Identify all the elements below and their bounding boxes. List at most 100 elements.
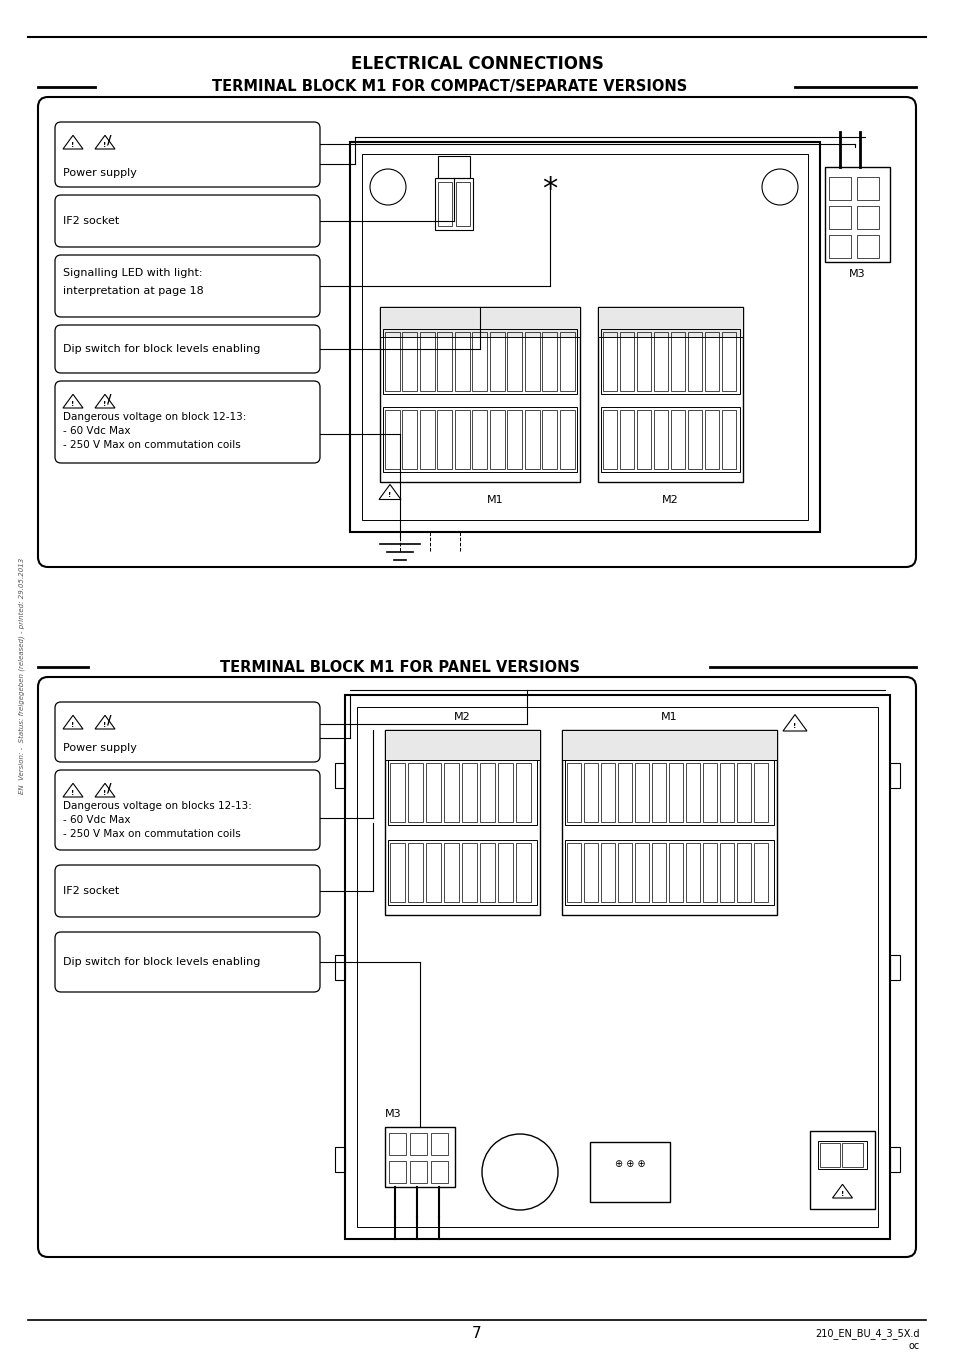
Bar [408,763,422,822]
Text: 7: 7 [472,1326,481,1341]
Text: - 60 Vdc Max: - 60 Vdc Max [63,815,131,825]
Text: !: ! [103,142,107,147]
Text: !: ! [71,722,74,727]
Bar [687,410,701,469]
Bar [524,333,539,391]
Bar [702,844,717,902]
Text: Dip switch for block levels enabling: Dip switch for block levels enabling [63,957,260,967]
Text: Dangerous voltage on block 12-13:: Dangerous voltage on block 12-13: [63,412,246,422]
Bar [437,155,470,178]
Bar [435,178,473,230]
Text: !: ! [840,1191,843,1197]
Text: IF2 socket: IF2 socket [63,216,119,226]
Bar [419,333,435,391]
Bar [390,763,405,822]
Bar [335,763,345,787]
Bar [379,307,579,483]
Bar [350,142,820,531]
Text: /: / [107,134,112,146]
Bar [385,730,539,915]
Bar [753,844,767,902]
Bar [410,1133,427,1155]
Text: - 250 V Max on commutation coils: - 250 V Max on commutation coils [63,439,240,450]
Bar [385,730,539,760]
Bar [390,844,405,902]
Text: !: ! [71,142,74,147]
Bar [637,333,650,391]
Bar [600,844,615,902]
Bar [490,410,504,469]
Text: M1: M1 [486,495,503,506]
Bar [356,707,877,1228]
Text: EN  Version: -  Status: freigegeben (released) - printed: 29.05.2013: EN Version: - Status: freigegeben (relea… [19,558,26,794]
Bar [419,410,435,469]
Bar [408,844,422,902]
Bar [461,844,476,902]
Bar [828,206,850,228]
Text: /: / [107,392,112,406]
Bar [437,410,452,469]
Bar [402,333,417,391]
Bar [889,763,899,787]
Bar [637,410,650,469]
Bar [702,763,717,822]
Text: !: ! [388,492,392,498]
Bar [651,844,665,902]
Text: oc: oc [908,1341,919,1351]
Bar [670,410,684,469]
Bar [443,844,458,902]
Bar [635,763,648,822]
Bar [389,1133,406,1155]
Bar [635,844,648,902]
Bar [431,1133,448,1155]
Text: M3: M3 [848,269,865,279]
Bar [566,763,580,822]
Bar [704,333,719,391]
Bar [437,183,452,226]
Bar [389,1161,406,1183]
Text: !: ! [103,402,107,407]
Bar [559,410,575,469]
Bar [889,955,899,979]
Bar [600,407,740,472]
Text: TERMINAL BLOCK M1 FOR COMPACT/SEPARATE VERSIONS: TERMINAL BLOCK M1 FOR COMPACT/SEPARATE V… [213,80,687,95]
Text: ⊕ ⊕ ⊕: ⊕ ⊕ ⊕ [614,1159,644,1169]
Bar [687,333,701,391]
Bar [542,333,557,391]
Bar [382,407,577,472]
Text: 210_EN_BU_4_3_5X.d: 210_EN_BU_4_3_5X.d [815,1329,919,1340]
Bar [720,763,733,822]
Bar [809,1132,874,1209]
Bar [479,763,495,822]
Text: *: * [542,176,558,204]
Bar [737,844,750,902]
Text: TERMINAL BLOCK M1 FOR PANEL VERSIONS: TERMINAL BLOCK M1 FOR PANEL VERSIONS [220,660,579,675]
Bar [566,844,580,902]
Bar [524,410,539,469]
Bar [654,410,667,469]
Text: - 60 Vdc Max: - 60 Vdc Max [63,426,131,435]
Text: Dip switch for block levels enabling: Dip switch for block levels enabling [63,343,260,354]
Bar [335,955,345,979]
Bar [497,763,513,822]
Bar [437,333,452,391]
Bar [589,1142,669,1202]
Bar [507,333,522,391]
Bar [704,410,719,469]
Bar [516,763,531,822]
Bar [385,410,399,469]
Bar [561,730,776,915]
Bar [382,329,577,393]
Bar [828,235,850,258]
Text: ELECTRICAL CONNECTIONS: ELECTRICAL CONNECTIONS [350,55,603,73]
Bar [472,410,487,469]
Bar [542,410,557,469]
Bar [385,333,399,391]
Bar [410,1161,427,1183]
Text: Dangerous voltage on blocks 12-13:: Dangerous voltage on blocks 12-13: [63,800,252,811]
Bar [820,1142,840,1167]
Bar [824,168,889,262]
Bar [828,177,850,200]
Bar [431,1161,448,1183]
Bar [507,410,522,469]
